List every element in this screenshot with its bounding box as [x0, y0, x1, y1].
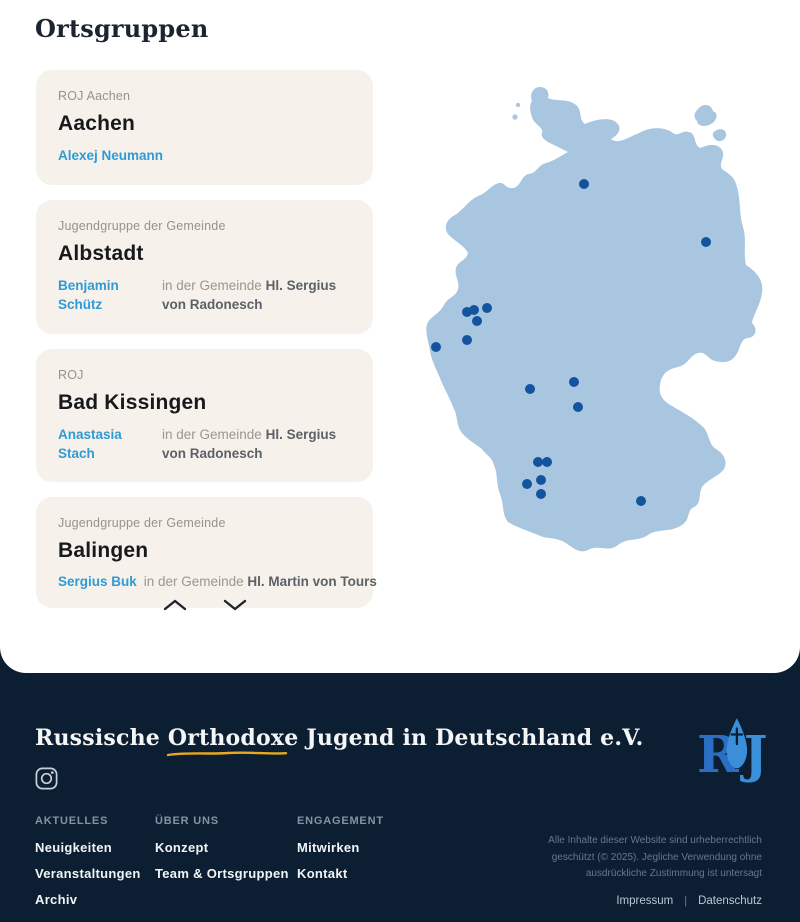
north-sea-islet [512, 114, 518, 120]
org-title-highlight: Orthodoxe [166, 725, 299, 757]
ortsgruppe-card-bad-kissingen[interactable]: ROJ Bad Kissingen Anastasia Stach in der… [36, 348, 373, 483]
map-marker[interactable] [536, 475, 546, 485]
footer-link-kontakt[interactable]: Kontakt [297, 866, 348, 881]
card-city: Albstadt [58, 241, 144, 265]
footer-link-team-ortsgruppen[interactable]: Team & Ortsgruppen [155, 866, 289, 881]
card-city: Balingen [58, 539, 149, 563]
map-marker[interactable] [469, 305, 479, 315]
content-sheet: Ortsgruppen ROJ Aachen Aachen Alexej Neu… [0, 0, 800, 673]
logo-cross-icon [730, 727, 744, 746]
card-city: Bad Kissingen [58, 390, 207, 414]
gemeinde-name: Hl. Sergius von Radonesch [162, 426, 337, 461]
ortsgruppe-card-aachen[interactable]: ROJ Aachen Aachen Alexej Neumann [36, 70, 373, 185]
footer: Russische Orthodoxe Jugend in Deutschlan… [0, 645, 800, 922]
ortsgruppen-list: ROJ Aachen Aachen Alexej Neumann Jugendg… [36, 70, 377, 623]
map-marker[interactable] [472, 316, 482, 326]
chevron-up-icon [163, 599, 186, 611]
germany-map-svg [426, 87, 763, 552]
instagram-button[interactable] [35, 767, 58, 793]
ortsgruppe-card-albstadt[interactable]: Jugendgruppe der Gemeinde Albstadt Benja… [36, 199, 373, 334]
map-marker[interactable] [533, 457, 543, 467]
card-pagination [36, 592, 373, 618]
footer-link-konzept[interactable]: Konzept [155, 840, 209, 855]
footer-col-title: AKTUELLES [35, 815, 109, 827]
scroll-up-button[interactable] [158, 592, 192, 618]
impressum-link[interactable]: Impressum [616, 894, 674, 907]
contact-link[interactable]: Anastasia Stach [58, 426, 122, 461]
gemeinde-text: in der Gemeinde Hl. Martin von Tours [143, 574, 377, 590]
org-title-post: Jugend in Deutschland e.V. [298, 725, 644, 751]
card-city: Aachen [58, 112, 136, 135]
org-title-pre: Russische [35, 725, 168, 751]
usedom-island [712, 129, 727, 142]
map-marker[interactable] [542, 457, 552, 467]
footer-col-title: ENGAGEMENT [297, 815, 384, 827]
footer-link-veranstaltungen[interactable]: Veranstaltungen [35, 866, 141, 881]
gemeinde-text: in der Gemeinde Hl. Sergius von Radonesc… [162, 277, 337, 312]
marker-group [431, 179, 711, 506]
card-label: ROJ [58, 367, 84, 382]
gemeinde-name: Hl. Martin von Tours [247, 574, 377, 590]
contact-link[interactable]: Alexej Neumann [58, 148, 164, 163]
page-title: Ortsgruppen [35, 14, 209, 43]
legal-separator: | [684, 894, 688, 907]
map-marker[interactable] [701, 237, 711, 247]
footer-col-aktuelles: AKTUELLES Neuigkeiten Veranstaltungen Ar… [35, 815, 155, 918]
footer-link-neuigkeiten[interactable]: Neuigkeiten [35, 840, 112, 855]
scroll-down-button[interactable] [218, 592, 252, 618]
map-marker[interactable] [573, 402, 583, 412]
ortsgruppe-card-balingen[interactable]: Jugendgruppe der Gemeinde Balingen Sergi… [36, 497, 377, 609]
roj-logo[interactable]: R J [697, 713, 775, 789]
footer-org-title: Russische Orthodoxe Jugend in Deutschlan… [35, 645, 762, 757]
datenschutz-link[interactable]: Datenschutz [698, 894, 762, 907]
map-marker[interactable] [579, 179, 589, 189]
map-marker[interactable] [522, 479, 532, 489]
germany-map [410, 75, 800, 595]
card-label: Jugendgruppe der Gemeinde [58, 218, 226, 233]
contact-link[interactable]: Benjamin Schütz [58, 277, 119, 312]
map-marker[interactable] [569, 377, 579, 387]
ruegen-island [694, 105, 717, 126]
map-marker[interactable] [525, 384, 535, 394]
footer-link-archiv[interactable]: Archiv [35, 892, 78, 907]
map-marker[interactable] [431, 342, 441, 352]
footer-link-mitwirken[interactable]: Mitwirken [297, 840, 360, 855]
map-marker[interactable] [636, 496, 646, 506]
gemeinde-text: in der Gemeinde Hl. Sergius von Radonesc… [162, 426, 337, 461]
footer-legal-block: Alle Inhalte dieser Website sind urheber… [512, 833, 762, 907]
gold-underline [166, 751, 288, 757]
copyright-line: Alle Inhalte dieser Website sind urheber… [548, 835, 762, 846]
north-sea-islet [515, 102, 521, 108]
map-marker[interactable] [482, 303, 492, 313]
contact-link[interactable]: Sergius Buk [58, 574, 137, 590]
footer-col-title: ÜBER UNS [155, 815, 219, 827]
card-label: ROJ Aachen [58, 89, 131, 103]
map-marker[interactable] [536, 489, 546, 499]
footer-col-ueber-uns: ÜBER UNS Konzept Team & Ortsgruppen [155, 815, 297, 918]
copyright-line: geschützt (© 2025). Jegliche Verwendung … [551, 851, 762, 863]
footer-col-engagement: ENGAGEMENT Mitwirken Kontakt [297, 815, 417, 918]
instagram-icon [35, 767, 58, 790]
copyright-line: ausdrückliche Zustimmung ist untersagt [585, 868, 762, 879]
map-marker[interactable] [462, 335, 472, 345]
footer-nav: AKTUELLES Neuigkeiten Veranstaltungen Ar… [35, 815, 762, 918]
card-label: Jugendgruppe der Gemeinde [58, 516, 226, 531]
gemeinde-name: Hl. Sergius von Radonesch [162, 277, 337, 312]
germany-outline [426, 87, 763, 552]
chevron-down-icon [223, 599, 246, 611]
